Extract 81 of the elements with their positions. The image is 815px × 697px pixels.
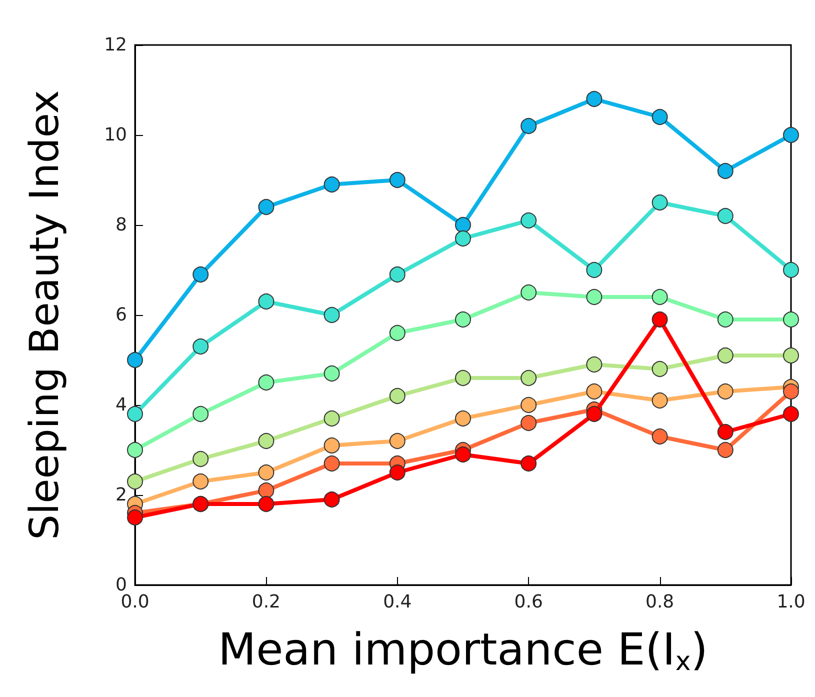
point xyxy=(389,388,406,404)
point xyxy=(258,374,274,390)
point xyxy=(586,384,602,400)
point xyxy=(324,456,340,472)
x-tick-label: 0.8 xyxy=(645,592,674,612)
point xyxy=(324,176,340,192)
point xyxy=(586,289,602,305)
point xyxy=(520,415,537,431)
y-tick-label: 6 xyxy=(116,304,127,326)
point xyxy=(389,464,406,480)
point xyxy=(127,406,143,422)
point xyxy=(783,348,799,364)
point xyxy=(455,370,471,386)
point xyxy=(455,312,471,328)
point xyxy=(127,442,143,458)
point xyxy=(455,446,471,462)
point xyxy=(324,307,340,323)
point xyxy=(652,428,668,444)
point xyxy=(258,433,274,449)
point xyxy=(192,474,209,490)
point xyxy=(324,366,340,382)
point xyxy=(192,266,209,282)
x-tick-label: 0.2 xyxy=(252,592,281,612)
point xyxy=(717,384,734,400)
point xyxy=(717,312,734,328)
point xyxy=(192,338,209,354)
point xyxy=(586,406,602,422)
point xyxy=(520,370,537,386)
y-tick-label: 2 xyxy=(116,484,127,506)
point xyxy=(258,294,274,310)
point xyxy=(783,312,799,328)
point xyxy=(652,392,668,408)
point xyxy=(652,109,668,125)
y-tick-label: 10 xyxy=(104,124,127,146)
x-tick-label: 0.4 xyxy=(383,592,412,612)
point xyxy=(717,208,734,224)
point xyxy=(652,361,668,377)
x-tick-label: 1.0 xyxy=(776,592,806,612)
point xyxy=(389,325,406,341)
point xyxy=(586,262,602,278)
y-axis-title: Sleeping Beauty Index xyxy=(22,90,68,540)
point xyxy=(455,230,471,246)
point xyxy=(586,91,602,107)
point xyxy=(192,451,209,467)
point xyxy=(258,199,274,215)
point xyxy=(783,384,799,400)
point xyxy=(783,262,799,278)
point xyxy=(717,424,734,440)
point xyxy=(127,510,143,526)
point xyxy=(652,194,668,210)
point xyxy=(520,284,537,300)
point xyxy=(258,464,274,480)
point xyxy=(783,406,799,422)
point xyxy=(258,482,274,498)
point xyxy=(127,474,143,490)
point xyxy=(652,289,668,305)
point xyxy=(389,433,406,449)
point xyxy=(324,492,340,508)
point xyxy=(520,456,537,472)
point xyxy=(389,266,406,282)
point xyxy=(520,212,537,228)
point xyxy=(455,217,471,233)
point xyxy=(258,496,274,512)
y-tick-label: 4 xyxy=(116,394,127,416)
point xyxy=(389,172,406,188)
point xyxy=(324,438,340,454)
point xyxy=(455,410,471,426)
point xyxy=(520,118,537,134)
point xyxy=(717,163,734,179)
point xyxy=(324,410,340,426)
y-tick-label: 12 xyxy=(104,34,127,56)
x-tick-label: 0.6 xyxy=(514,592,543,612)
point xyxy=(127,352,143,368)
point xyxy=(783,127,799,143)
point xyxy=(192,406,209,422)
point xyxy=(652,312,668,328)
point xyxy=(586,356,602,372)
point xyxy=(520,397,537,413)
y-tick-label: 8 xyxy=(116,214,127,236)
point xyxy=(717,348,734,364)
point xyxy=(717,442,734,458)
